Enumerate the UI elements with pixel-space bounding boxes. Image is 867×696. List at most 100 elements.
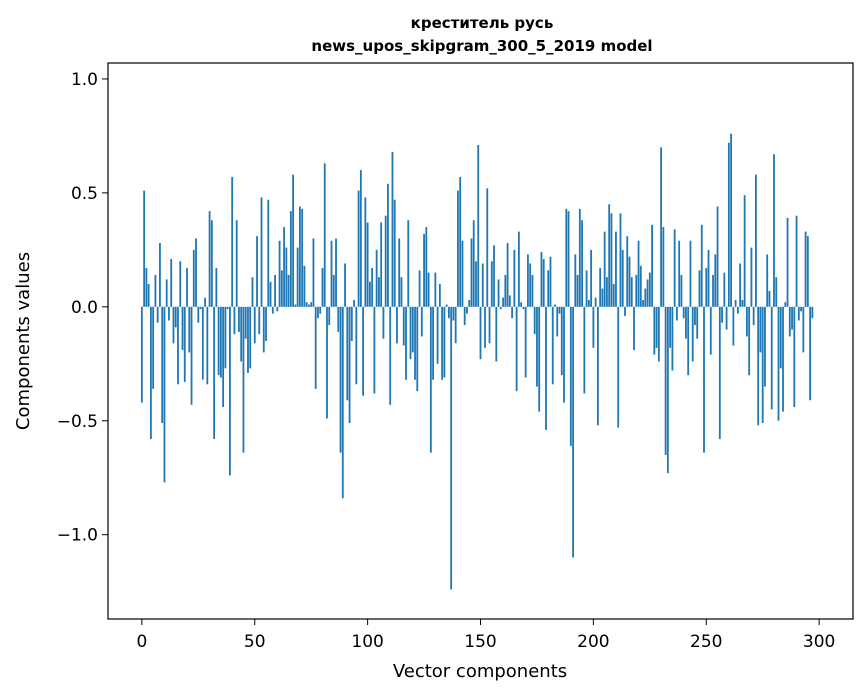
bar-138 [452,306,455,321]
bar-189 [567,211,570,307]
bar-238 [678,240,681,307]
bar-53 [260,197,263,307]
bar-110 [389,306,392,405]
bar-151 [481,263,484,307]
bar-39 [229,306,231,476]
bar-236 [673,229,676,307]
bar-266 [741,299,744,307]
bar-108 [384,215,387,307]
bar-137 [450,306,453,590]
bar-43 [238,306,240,332]
bar-38 [226,306,229,310]
bar-249 [703,306,705,453]
bar-86 [335,238,337,307]
bar-120 [411,306,414,353]
bar-229 [657,306,660,362]
bar-292 [800,306,802,312]
bar-190 [569,306,572,446]
bar-221 [639,265,642,307]
bar-119 [409,306,412,360]
bar-178 [542,258,545,307]
bar-97 [359,170,362,307]
bar-22 [190,306,193,405]
bar-91 [346,306,349,401]
bar-181 [549,256,552,307]
bar-209 [612,284,615,307]
bar-48 [249,306,252,369]
bar-84 [330,240,333,307]
bar-219 [635,274,638,307]
bar-191 [572,306,574,558]
bar-60 [276,306,279,312]
bar-144 [466,306,468,314]
bar-265 [739,263,742,307]
bar-242 [687,306,690,376]
bar-123 [418,270,421,307]
bar-140 [457,190,459,307]
bar-13 [170,258,173,307]
bar-32 [213,306,216,439]
bar-152 [484,306,486,348]
bar-82 [326,306,328,419]
bar-283 [779,306,782,369]
bar-157 [495,306,498,362]
bar-282 [777,306,780,421]
bar-295 [806,236,809,307]
bar-141 [459,176,462,307]
bar-74 [308,304,310,307]
bar-154 [488,306,491,344]
bar-293 [802,306,805,353]
bar-124 [420,306,423,337]
x-axis: 0 50 100 150 200 250 300 [136,619,835,652]
bar-95 [355,306,358,385]
bar-147 [472,220,475,307]
bar-168 [520,302,523,307]
bar-223 [644,288,647,307]
bar-50 [253,306,256,344]
bar-187 [563,306,565,403]
bar-161 [504,274,507,307]
bar-114 [398,238,401,307]
bar-194 [578,208,581,307]
bar-167 [517,231,520,307]
bar-251 [707,249,710,307]
bar-239 [680,274,683,307]
bar-241 [685,306,687,339]
bar-101 [368,281,371,307]
x-tick-label: 250 [690,632,722,652]
bar-96 [357,190,360,307]
bar-36 [222,306,225,408]
bar-182 [551,306,554,385]
bar-198 [587,299,590,307]
bar-275 [761,306,764,424]
bar-290 [795,215,798,307]
bar-65 [287,274,290,307]
bar-160 [502,297,504,307]
bar-274 [759,306,762,353]
bar-40 [231,176,234,307]
bar-286 [786,217,789,307]
bar-205 [603,231,606,307]
bar-41 [233,306,236,335]
bar-26 [199,306,202,310]
bar-33 [215,268,218,307]
bar-213 [621,249,624,307]
bar-237 [676,306,678,321]
bar-255 [716,206,719,307]
bar-35 [219,306,222,378]
bar-71 [301,208,304,307]
bar-145 [468,299,471,307]
bar-180 [547,270,550,307]
bar-211 [617,306,620,428]
bar-23 [192,249,195,307]
bar-267 [743,195,746,307]
bar-62 [280,270,283,307]
bar-171 [527,254,529,307]
bar-81 [323,163,326,307]
bar-230 [660,147,663,307]
bar-212 [619,213,622,307]
bar-1 [143,190,146,307]
bar-139 [454,306,457,344]
bar-262 [732,306,735,346]
bar-214 [624,306,626,316]
